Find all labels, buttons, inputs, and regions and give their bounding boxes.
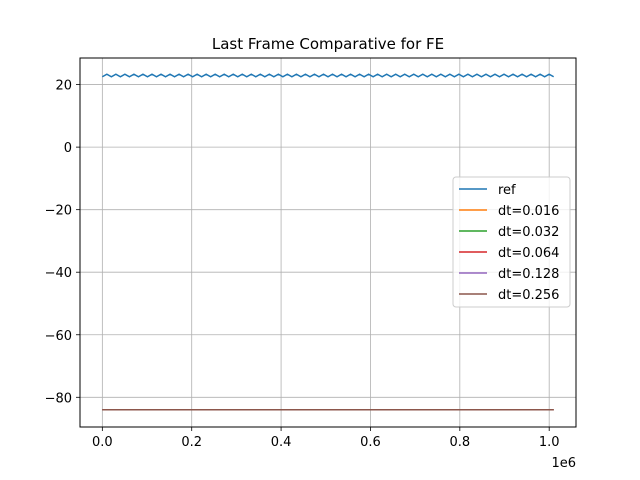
y-tick-label: −40 [45, 266, 72, 281]
y-tick-label: −80 [45, 391, 72, 406]
chart-title: Last Frame Comparative for FE [212, 35, 444, 53]
legend-label: dt=0.128 [498, 267, 559, 282]
y-tick-label: 20 [55, 79, 72, 94]
legend-label: dt=0.032 [498, 225, 559, 240]
x-tick-label: 1.0 [539, 435, 560, 450]
legend-label: ref [498, 183, 516, 198]
series-line-ref [101, 73, 555, 78]
legend-label: dt=0.016 [498, 204, 559, 219]
legend-label: dt=0.256 [498, 288, 559, 303]
legend: ref dt=0.016 dt=0.032 dt=0.064 dt=0.128 dt=0.… [452, 176, 571, 308]
x-tick-label: 0.2 [181, 435, 202, 450]
y-tick-label: −60 [45, 329, 72, 344]
y-axis: 20 0 −20 −40 −60 −80 [45, 79, 80, 406]
x-tick-label: 0.6 [360, 435, 381, 450]
series-lines [101, 73, 555, 411]
y-tick-label: −20 [45, 204, 72, 219]
plot-frame [79, 57, 577, 428]
x-tick-label: 0.8 [449, 435, 470, 450]
legend-label: dt=0.064 [498, 246, 559, 261]
x-axis: 0.0 0.2 0.4 0.6 0.8 1.0 [92, 427, 560, 450]
x-axis-offset-label: 1e6 [551, 456, 576, 471]
y-tick-label: 0 [64, 141, 72, 156]
x-tick-label: 0.4 [271, 435, 292, 450]
x-tick-label: 0.0 [92, 435, 113, 450]
